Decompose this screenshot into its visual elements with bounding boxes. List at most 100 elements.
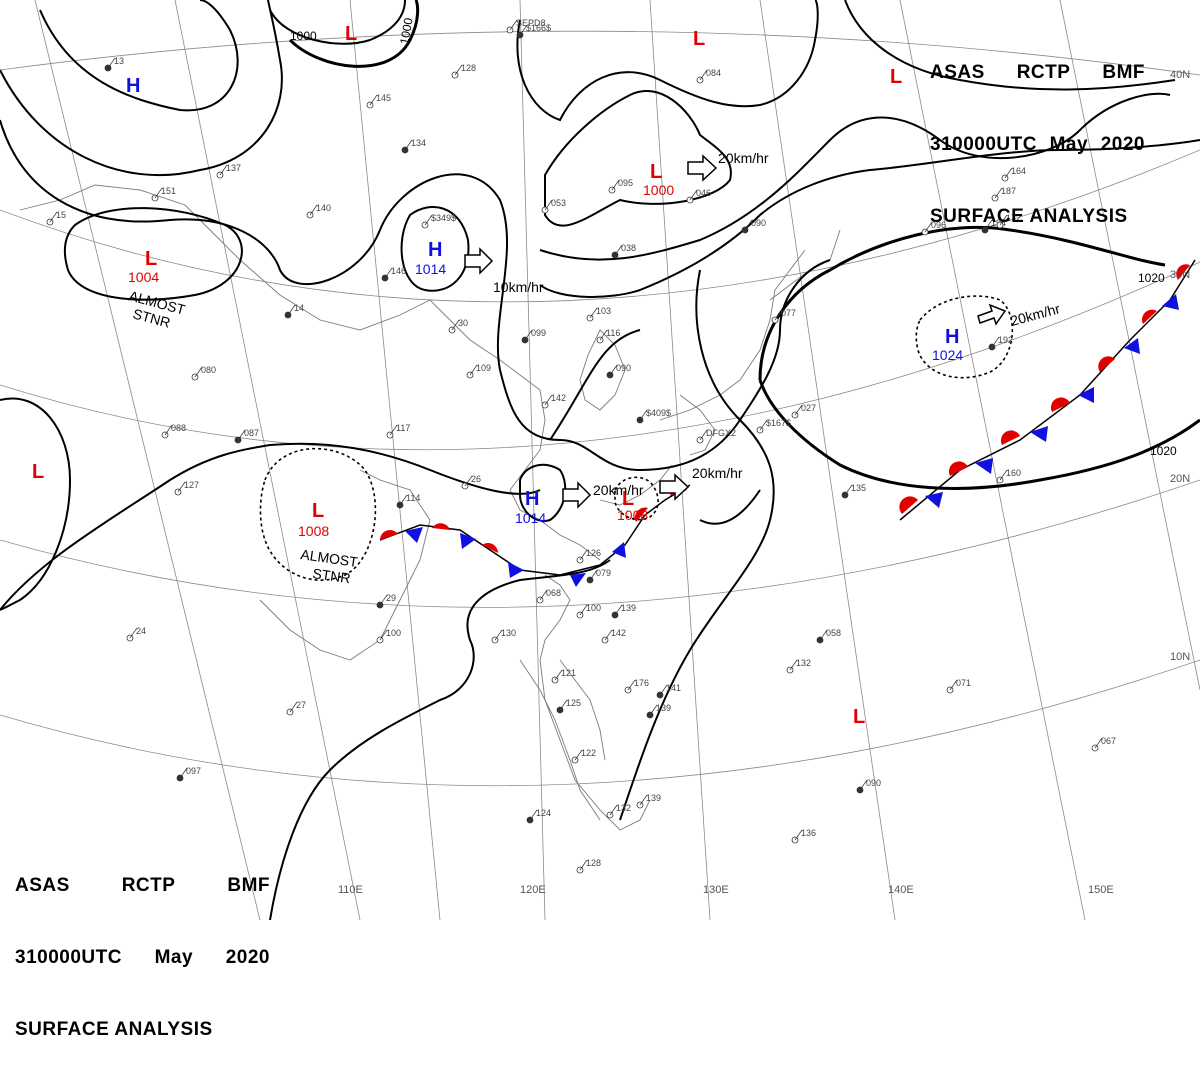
station-value: 046 xyxy=(696,188,711,198)
station-plot: DFGX2 xyxy=(696,428,736,444)
wind-barb-icon xyxy=(609,804,618,816)
station-plot: 132 xyxy=(786,658,811,674)
station-value: 095 xyxy=(618,178,633,188)
station-value: $166$ xyxy=(526,23,551,33)
header-time: 310000UTC xyxy=(930,134,1037,155)
station-value: 164 xyxy=(1011,166,1026,176)
station-value: 067 xyxy=(1101,736,1116,746)
wind-barb-icon xyxy=(794,404,803,416)
station-plot: 139 xyxy=(646,703,671,719)
station-value: 109 xyxy=(476,363,491,373)
station-value: 139 xyxy=(646,793,661,803)
low-center: L xyxy=(622,488,634,510)
station-plot: 15 xyxy=(46,210,66,226)
station-plot: 132 xyxy=(606,803,631,819)
wind-barb-icon xyxy=(554,669,563,681)
isobar-label: 1020 xyxy=(1150,444,1177,458)
wind-barb-icon xyxy=(107,57,116,69)
station-plot: 116 xyxy=(596,328,620,344)
wind-barb-icon xyxy=(579,604,588,616)
high-center: H xyxy=(428,239,442,261)
surface-analysis-map: 1000 1000 1020 1020 L L 1 xyxy=(0,0,1200,920)
low-pressure-value: 1008 xyxy=(298,523,329,539)
wind-barb-icon xyxy=(859,779,868,791)
wind-barb-icon xyxy=(454,64,463,76)
station-plot: 124 xyxy=(526,808,551,824)
station-value: 29 xyxy=(386,593,396,603)
station-value: 125 xyxy=(566,698,581,708)
header-title: SURFACE ANALYSIS xyxy=(930,206,1128,227)
header-title: SURFACE ANALYSIS xyxy=(15,1019,213,1040)
station-value: 30 xyxy=(458,318,468,328)
header-year: 2020 xyxy=(225,947,270,968)
wind-barb-icon xyxy=(529,809,538,821)
station-plot: 127 xyxy=(174,480,199,496)
station-plot: 071 xyxy=(946,678,971,694)
high-pressure-value: 1024 xyxy=(932,347,963,363)
station-plot: 27 xyxy=(286,700,306,716)
station-plot: 128 xyxy=(576,858,601,874)
wind-barb-icon xyxy=(539,589,548,601)
stationary-front-east xyxy=(899,259,1196,521)
wind-barb-icon xyxy=(544,394,553,406)
wind-barb-icon xyxy=(524,329,533,341)
wind-barb-icon xyxy=(464,475,473,487)
wind-barb-icon xyxy=(559,699,568,711)
station-value: 096 xyxy=(931,220,946,230)
header-station: RCTP xyxy=(1016,62,1071,83)
motion-speed: 10km/hr xyxy=(493,279,544,295)
wind-barb-icon xyxy=(614,604,623,616)
header-line-1: ASAS RCTP BMF xyxy=(15,874,270,898)
wind-barb-icon xyxy=(237,429,246,441)
station-value: 090 xyxy=(866,778,881,788)
low-center: L xyxy=(145,248,157,270)
station-value: 136 xyxy=(801,828,816,838)
wind-barb-icon xyxy=(129,627,138,639)
station-value: 27 xyxy=(296,700,306,710)
station-plot: 134 xyxy=(401,138,426,154)
wind-barb-icon xyxy=(509,19,518,31)
station-plot: 103 xyxy=(586,306,611,322)
station-plot: 26 xyxy=(461,474,481,490)
station-plot: 13 xyxy=(104,56,124,72)
latitude-label: 30N xyxy=(1170,269,1190,281)
wind-barb-icon xyxy=(604,629,613,641)
station-value: 141 xyxy=(666,683,681,693)
wind-barb-icon xyxy=(844,484,853,496)
station-value: $349$ xyxy=(431,213,456,223)
longitude-label: 110E xyxy=(338,884,363,896)
station-value: 130 xyxy=(501,628,516,638)
wind-barb-icon xyxy=(614,244,623,256)
station-value: 114 xyxy=(406,493,420,503)
wind-barb-icon xyxy=(609,364,618,376)
wind-barb-icon xyxy=(744,219,753,231)
wind-barb-icon xyxy=(999,469,1008,481)
wind-barb-icon xyxy=(579,549,588,561)
longitude-label: 130E xyxy=(703,884,729,896)
station-plot: 090 xyxy=(741,218,766,234)
motion-speed: 20km/hr xyxy=(692,465,743,481)
wind-barb-icon xyxy=(639,794,648,806)
station-plot: 097 xyxy=(176,766,201,782)
wind-barb-icon xyxy=(287,304,296,316)
header-time: 310000UTC xyxy=(15,947,122,968)
station-plot: 135 xyxy=(841,483,866,499)
station-value: 084 xyxy=(706,68,721,78)
station-value: 058 xyxy=(826,628,841,638)
station-value: 099 xyxy=(531,328,546,338)
wind-barb-icon xyxy=(659,684,668,696)
station-value: 14 xyxy=(294,303,304,313)
header-line-1: ASAS RCTP BMF xyxy=(930,61,1145,85)
wind-barb-icon xyxy=(164,424,173,436)
station-value: 103 xyxy=(596,306,611,316)
station-value: 100 xyxy=(386,628,401,638)
wind-barb-icon xyxy=(699,429,708,441)
motion-arrow-icon xyxy=(687,154,718,182)
latitude-label: 10N xyxy=(1170,651,1190,663)
wind-barb-icon xyxy=(424,214,433,226)
station-plot: 067 xyxy=(1091,736,1116,752)
station-plot: 128 xyxy=(451,63,476,79)
station-value: 126 xyxy=(586,548,601,558)
station-value: 071 xyxy=(956,678,971,688)
wind-barb-icon xyxy=(289,701,298,713)
